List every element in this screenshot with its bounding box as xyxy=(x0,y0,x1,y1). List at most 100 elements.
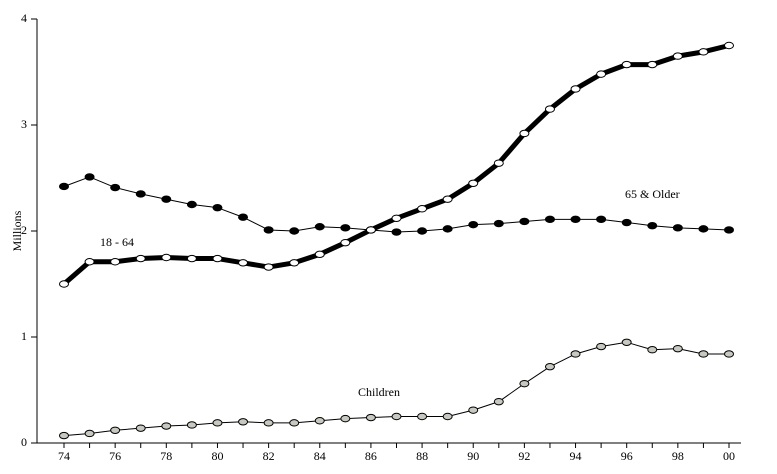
data-point xyxy=(544,215,555,224)
x-tick-label: 74 xyxy=(58,449,70,463)
data-point xyxy=(698,225,709,233)
series-label: Children xyxy=(358,385,400,399)
data-point xyxy=(442,225,453,233)
data-point xyxy=(570,350,581,358)
data-point xyxy=(84,429,95,438)
data-point xyxy=(365,226,376,234)
data-point xyxy=(724,350,734,358)
y-tick-label: 3 xyxy=(21,117,27,131)
data-point xyxy=(493,397,504,406)
data-point xyxy=(519,129,530,138)
x-tick-label: 00 xyxy=(723,449,735,463)
data-point xyxy=(544,362,555,371)
data-point xyxy=(596,342,607,351)
x-tick-label: 88 xyxy=(416,449,428,463)
data-point xyxy=(391,228,402,236)
data-point xyxy=(468,220,479,229)
data-point xyxy=(340,238,351,247)
data-point xyxy=(135,190,146,198)
data-point xyxy=(698,48,709,56)
data-point xyxy=(672,224,683,232)
x-tick-label: 90 xyxy=(467,449,479,463)
data-point xyxy=(186,254,197,263)
data-point xyxy=(544,105,555,113)
y-tick-label: 1 xyxy=(21,329,27,343)
x-tick-label: 82 xyxy=(263,449,275,463)
data-point xyxy=(84,258,95,266)
data-point xyxy=(417,227,428,235)
x-tick-label: 92 xyxy=(518,449,530,463)
data-point xyxy=(442,195,453,203)
data-point xyxy=(391,214,402,222)
x-tick-label: 78 xyxy=(160,449,172,463)
data-point xyxy=(59,280,69,288)
y-tick-label: 2 xyxy=(21,223,27,237)
series-label: 65 & Older xyxy=(625,187,680,201)
data-point xyxy=(110,258,121,266)
data-point xyxy=(570,85,581,93)
data-point xyxy=(263,263,274,271)
data-point xyxy=(672,344,683,353)
data-point xyxy=(417,412,428,421)
data-point xyxy=(289,259,300,267)
data-point xyxy=(135,254,146,263)
data-point xyxy=(59,182,69,191)
data-point xyxy=(161,253,172,262)
data-point xyxy=(621,60,632,69)
data-point xyxy=(340,224,351,232)
data-point xyxy=(442,412,453,421)
data-point xyxy=(647,222,658,230)
y-tick-label: 4 xyxy=(21,11,27,25)
data-point xyxy=(621,218,632,227)
x-tick-label: 96 xyxy=(621,449,633,463)
data-point xyxy=(135,424,146,432)
data-point xyxy=(161,195,172,203)
data-point xyxy=(238,418,249,426)
data-point xyxy=(570,215,581,224)
x-tick-label: 76 xyxy=(109,449,121,463)
data-point xyxy=(698,350,709,358)
data-point xyxy=(212,203,223,212)
data-point xyxy=(493,219,504,228)
data-point xyxy=(724,226,734,234)
data-point xyxy=(596,70,607,78)
data-point xyxy=(238,213,249,221)
data-point xyxy=(84,173,95,181)
data-point xyxy=(365,413,376,422)
data-point xyxy=(314,417,325,425)
data-point xyxy=(340,414,351,423)
x-tick-label: 84 xyxy=(314,449,326,463)
data-point xyxy=(186,200,197,209)
data-point xyxy=(161,422,172,430)
data-point xyxy=(212,419,223,427)
data-point xyxy=(519,217,530,226)
series-label: 18 - 64 xyxy=(100,235,134,249)
data-point xyxy=(263,226,274,234)
data-point xyxy=(59,431,69,440)
series-line xyxy=(62,43,730,286)
data-point xyxy=(468,406,479,414)
data-point xyxy=(314,250,325,259)
data-point xyxy=(647,346,658,354)
data-point xyxy=(724,41,734,50)
x-tick-label: 94 xyxy=(570,449,582,463)
data-point xyxy=(289,419,300,427)
data-point xyxy=(314,223,325,231)
y-axis-label: Millions xyxy=(10,210,24,251)
data-point xyxy=(672,52,683,60)
data-point xyxy=(212,254,223,263)
data-point xyxy=(596,215,607,224)
x-tick-label: 80 xyxy=(211,449,223,463)
data-point xyxy=(263,419,274,427)
data-point xyxy=(417,205,428,213)
data-point xyxy=(621,338,632,346)
data-point xyxy=(110,183,121,192)
data-point xyxy=(493,159,504,167)
data-point xyxy=(519,379,530,388)
data-point xyxy=(238,259,249,267)
data-point xyxy=(289,227,300,235)
data-point xyxy=(186,421,197,429)
data-point xyxy=(647,60,658,69)
